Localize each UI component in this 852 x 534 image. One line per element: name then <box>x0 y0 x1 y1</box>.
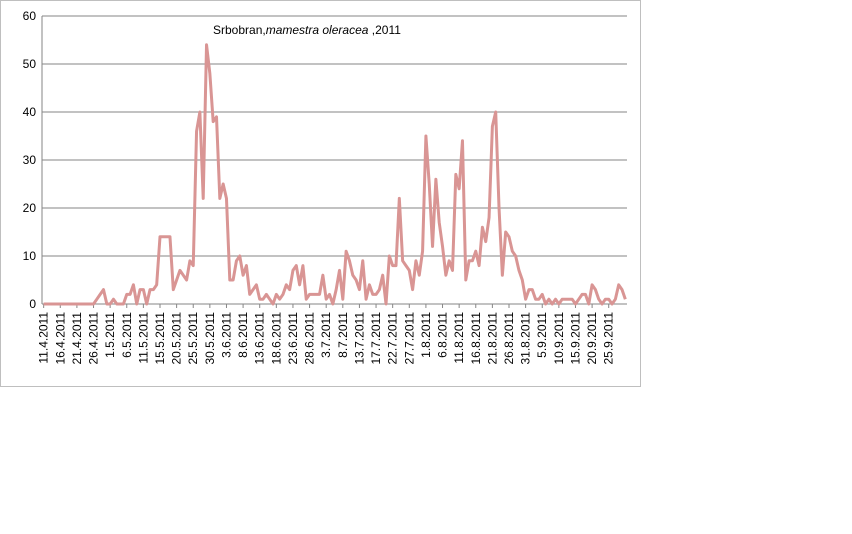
x-tick-label: 1.5.2011 <box>103 312 117 358</box>
x-tick-label: 6.8.2011 <box>436 312 450 358</box>
y-tick-label: 0 <box>29 297 36 311</box>
x-tick-label: 13.7.2011 <box>352 312 366 365</box>
x-tick-label: 18.6.2011 <box>269 312 283 365</box>
y-tick-label: 60 <box>23 9 37 23</box>
x-tick-label: 22.7.2011 <box>386 312 400 365</box>
y-tick-label: 30 <box>23 153 37 167</box>
x-tick-label: 8.7.2011 <box>336 312 350 358</box>
x-tick-label: 8.6.2011 <box>236 312 250 358</box>
x-tick-label: 5.9.2011 <box>535 312 549 358</box>
chart-title-suffix: ,2011 <box>368 23 401 37</box>
y-tick-label: 20 <box>23 201 37 215</box>
x-tick-label: 11.4.2011 <box>37 312 51 364</box>
x-tick-label: 27.7.2011 <box>402 312 416 365</box>
series-line-group <box>43 43 627 306</box>
y-tick-label: 40 <box>23 105 37 119</box>
x-tick-label: 26.8.2011 <box>502 312 516 365</box>
x-tick-label: 31.8.2011 <box>519 312 533 365</box>
x-tick-label: 3.6.2011 <box>219 312 233 358</box>
x-tick-label: 10.9.2011 <box>552 312 566 365</box>
x-tick-label: 21.8.2011 <box>485 312 499 365</box>
x-tick-label: 11.5.2011 <box>136 312 150 364</box>
gridlines <box>41 15 627 305</box>
x-tick-label: 13.6.2011 <box>253 312 267 365</box>
chart-title: Srbobran,mamestra oleracea ,2011 <box>213 23 401 37</box>
x-tick-label: 3.7.2011 <box>319 312 333 358</box>
y-tick-label: 50 <box>23 57 37 71</box>
chart-title-prefix: Srbobran, <box>213 23 266 37</box>
x-tick-label: 20.9.2011 <box>585 312 599 365</box>
y-tick-label: 10 <box>23 249 37 263</box>
x-tick-label: 15.9.2011 <box>568 312 582 365</box>
x-tick-label: 26.4.2011 <box>87 312 101 365</box>
x-tick-label: 25.5.2011 <box>186 312 200 365</box>
x-tick-label: 21.4.2011 <box>70 312 84 365</box>
x-tick-label: 17.7.2011 <box>369 312 383 365</box>
y-axis-ticks: 0 10 20 30 40 50 60 <box>23 9 37 311</box>
series-line <box>43 43 627 306</box>
x-tick-label: 28.6.2011 <box>303 312 317 365</box>
x-tick-label: 23.6.2011 <box>286 312 300 365</box>
x-tick-label: 11.8.2011 <box>452 312 466 364</box>
x-tick-label: 6.5.2011 <box>120 312 134 358</box>
x-tick-label: 30.5.2011 <box>203 312 217 365</box>
x-tick-label: 16.4.2011 <box>53 312 67 365</box>
x-tick-label: 25.9.2011 <box>602 312 616 365</box>
x-tick-label: 16.8.2011 <box>469 312 483 365</box>
x-tick-label: 15.5.2011 <box>153 312 167 365</box>
chart-title-italic: mamestra oleracea <box>266 23 369 37</box>
x-axis-ticks: 11.4.2011 16.4.2011 21.4.2011 26.4.2011 1.5.… <box>37 304 616 365</box>
x-tick-label: 20.5.2011 <box>170 312 184 365</box>
x-tick-label: 1.8.2011 <box>419 312 433 358</box>
